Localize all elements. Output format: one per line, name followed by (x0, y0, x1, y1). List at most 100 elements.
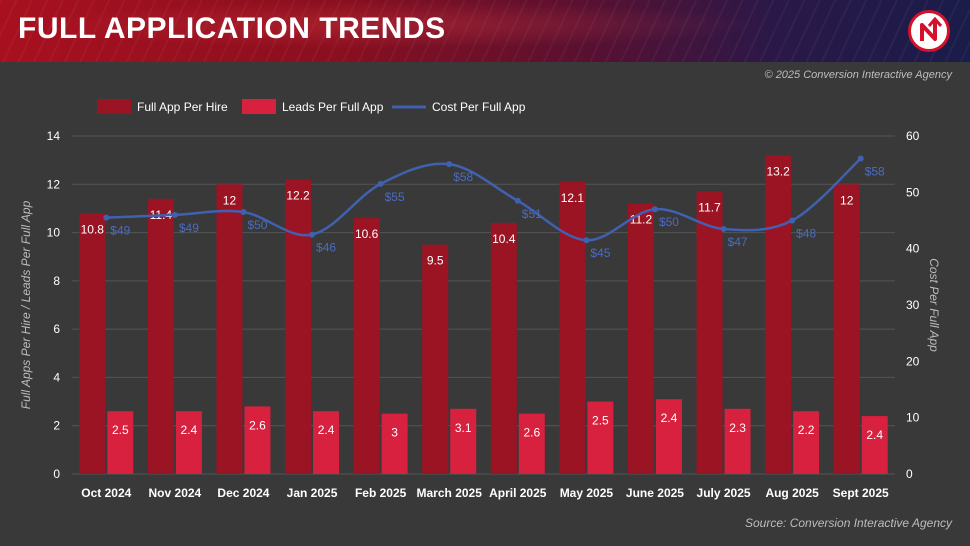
line-data-label: $51 (522, 207, 542, 221)
bar-leads-per-full-app (175, 411, 202, 474)
bar-data-label: 3 (391, 426, 398, 440)
brand-logo-icon (908, 10, 950, 52)
x-tick-label: Jan 2025 (287, 486, 338, 500)
page-title: FULL APPLICATION TRENDS (18, 12, 446, 45)
line-data-label: $49 (179, 221, 199, 235)
copyright-text: © 2025 Conversion Interactive Agency (764, 69, 952, 81)
bar-full-app-per-hire (353, 218, 380, 474)
y2-tick-label: 30 (906, 298, 920, 312)
bar-full-app-per-hire (490, 222, 517, 474)
line-data-label: $47 (728, 235, 748, 249)
bar-full-app-per-hire (422, 244, 449, 474)
x-tick-label: Aug 2025 (765, 486, 819, 500)
bar-data-label: 2.6 (523, 426, 540, 440)
line-point (789, 217, 796, 224)
bar-data-label: 2.2 (798, 423, 815, 437)
legend-swatch (242, 99, 276, 114)
x-tick-label: Feb 2025 (355, 486, 407, 500)
bar-data-label: 9.5 (427, 254, 444, 268)
x-tick-label: April 2025 (489, 486, 547, 500)
legend-swatch (97, 99, 131, 114)
y-tick-label: 0 (53, 467, 60, 481)
y-tick-label: 14 (47, 129, 61, 143)
bar-data-label: 11.7 (698, 201, 721, 215)
bar-data-label: 2.4 (866, 428, 883, 442)
bar-leads-per-full-app (793, 411, 820, 474)
x-tick-label: May 2025 (560, 486, 614, 500)
header-banner: FULL APPLICATION TRENDS (0, 0, 970, 62)
y-axis-title: Full Apps Per Hire / Leads Per Full App (19, 200, 33, 409)
bar-full-app-per-hire (216, 184, 243, 475)
bar-data-label: 2.5 (592, 414, 609, 428)
line-point (377, 180, 384, 187)
y-tick-label: 2 (53, 419, 60, 433)
bar-data-label: 12.2 (286, 188, 310, 202)
bar-leads-per-full-app (724, 408, 751, 474)
bar-data-label: 12 (840, 193, 854, 207)
legend-label: Cost Per Full App (432, 100, 526, 114)
bar-leads-per-full-app (244, 406, 271, 474)
legend-label: Leads Per Full App (282, 100, 384, 114)
bar-data-label: 2.5 (112, 423, 129, 437)
line-point (514, 197, 521, 204)
bar-leads-per-full-app (313, 411, 340, 474)
line-point (309, 231, 316, 238)
bar-full-app-per-hire (627, 203, 654, 474)
x-tick-label: July 2025 (697, 486, 751, 500)
y2-tick-label: 20 (906, 354, 920, 368)
bar-leads-per-full-app (518, 413, 545, 474)
bar-data-label: 10.8 (81, 222, 105, 236)
bar-leads-per-full-app (861, 416, 888, 474)
x-tick-label: Oct 2024 (81, 486, 131, 500)
line-data-label: $58 (453, 170, 473, 184)
bar-data-label: 2.6 (249, 418, 266, 432)
x-tick-label: Sept 2025 (833, 486, 889, 500)
bar-data-label: 2.4 (661, 411, 678, 425)
line-point (171, 211, 178, 218)
x-tick-label: Dec 2024 (217, 486, 269, 500)
bar-data-label: 12.1 (561, 191, 585, 205)
line-data-label: $50 (659, 215, 679, 229)
y2-tick-label: 10 (906, 411, 920, 425)
line-data-label: $58 (865, 165, 885, 179)
bar-leads-per-full-app (450, 408, 477, 474)
bar-full-app-per-hire (833, 184, 860, 475)
line-point (240, 209, 247, 216)
y-tick-label: 4 (53, 370, 60, 384)
line-point (103, 214, 110, 221)
x-tick-label: Nov 2024 (149, 486, 202, 500)
y2-tick-label: 40 (906, 242, 920, 256)
bar-data-label: 3.1 (455, 421, 472, 435)
y2-axis-title: Cost Per Full App (927, 258, 941, 352)
line-data-label: $45 (590, 246, 610, 260)
line-point (720, 225, 727, 232)
bar-full-app-per-hire (765, 155, 792, 475)
line-point (651, 206, 658, 213)
bar-data-label: 10.6 (355, 227, 379, 241)
bar-leads-per-full-app (107, 411, 134, 474)
line-point (446, 161, 453, 168)
y2-tick-label: 60 (906, 129, 920, 143)
bar-full-app-per-hire (559, 181, 586, 474)
y2-tick-label: 0 (906, 467, 913, 481)
y-tick-label: 6 (53, 322, 60, 336)
line-point (857, 155, 864, 162)
y-tick-label: 8 (53, 274, 60, 288)
source-text: Source: Conversion Interactive Agency (745, 516, 952, 530)
line-data-label: $49 (110, 224, 130, 238)
bar-data-label: 2.4 (318, 423, 335, 437)
y2-tick-label: 50 (906, 185, 920, 199)
bar-data-label: 10.4 (492, 232, 516, 246)
y-tick-label: 12 (47, 177, 61, 191)
line-data-label: $46 (316, 241, 336, 255)
bar-data-label: 2.3 (729, 421, 746, 435)
x-tick-label: March 2025 (417, 486, 483, 500)
y-tick-label: 10 (47, 226, 61, 240)
line-data-label: $55 (385, 190, 405, 204)
bar-data-label: 13.2 (766, 164, 790, 178)
bar-full-app-per-hire (147, 198, 174, 474)
line-data-label: $48 (796, 227, 816, 241)
bar-leads-per-full-app (587, 401, 614, 474)
bar-data-label: 12 (223, 193, 237, 207)
